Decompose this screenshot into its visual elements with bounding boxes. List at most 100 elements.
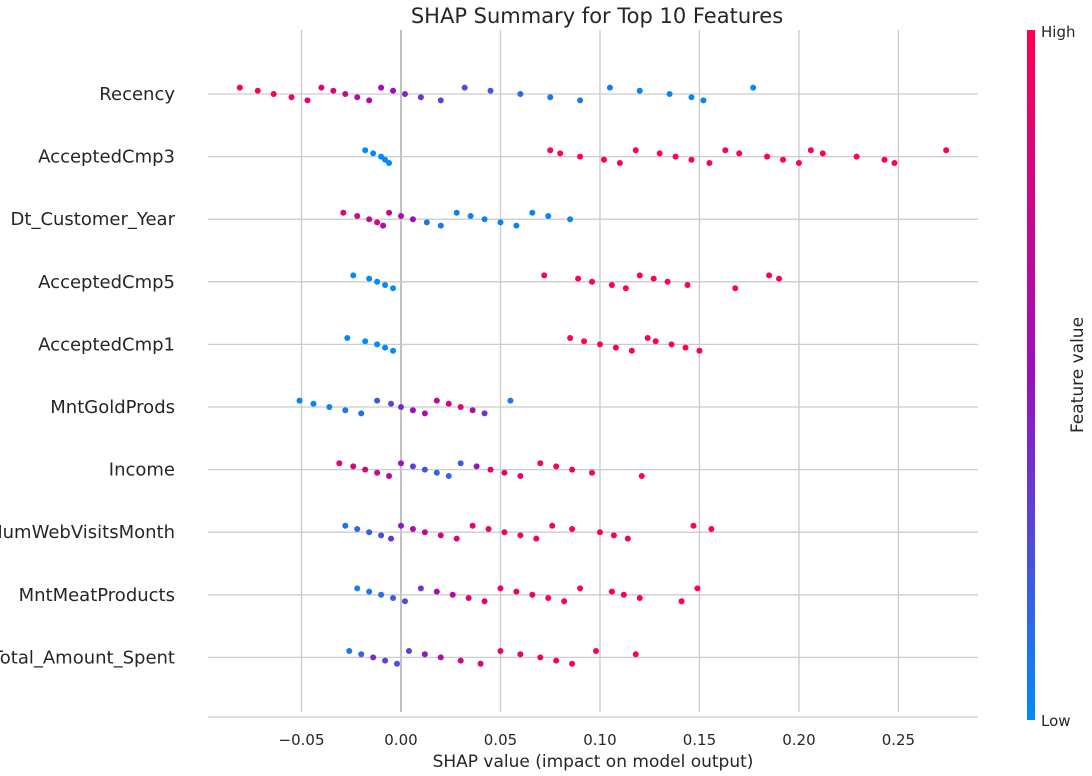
shap-point bbox=[547, 94, 554, 101]
shap-point bbox=[340, 209, 347, 216]
shap-point bbox=[342, 522, 349, 529]
x-gridlines bbox=[300, 30, 900, 712]
shap-point bbox=[881, 156, 888, 163]
shap-point bbox=[487, 87, 494, 94]
shap-point bbox=[401, 598, 408, 605]
shap-point bbox=[465, 595, 472, 601]
shap-point bbox=[397, 522, 404, 529]
shap-point bbox=[481, 216, 488, 223]
shap-point bbox=[606, 84, 613, 91]
shap-point bbox=[409, 216, 416, 223]
x-tick-labels: −0.05 0.00 0.05 0.10 0.15 0.20 0.25 bbox=[279, 731, 916, 749]
shap-point bbox=[288, 94, 295, 101]
shap-point bbox=[354, 585, 361, 592]
shap-point bbox=[397, 404, 404, 410]
shap-point bbox=[366, 97, 373, 104]
shap-point bbox=[477, 660, 484, 667]
feature-label: Income bbox=[109, 460, 175, 481]
shap-point bbox=[374, 469, 381, 476]
shap-point bbox=[569, 660, 576, 667]
shap-point bbox=[366, 588, 373, 595]
shap-point bbox=[547, 147, 554, 154]
shap-point bbox=[569, 466, 576, 473]
shap-point bbox=[513, 222, 520, 229]
shap-point bbox=[624, 535, 631, 542]
shap-point bbox=[853, 153, 860, 160]
shap-point bbox=[517, 532, 524, 539]
shap-point bbox=[517, 91, 524, 97]
feature-label: AcceptedCmp1 bbox=[38, 334, 175, 355]
shap-point bbox=[366, 216, 373, 223]
shap-point bbox=[469, 407, 476, 414]
feature-label: Total_Amount_Spent bbox=[0, 647, 175, 668]
shap-point bbox=[610, 532, 617, 539]
shap-point bbox=[652, 338, 659, 345]
shap-point bbox=[533, 535, 540, 542]
shap-point bbox=[622, 285, 629, 292]
shap-point bbox=[378, 84, 385, 91]
shap-point bbox=[397, 460, 404, 467]
shap-point bbox=[437, 222, 444, 229]
shap-point bbox=[421, 651, 428, 658]
shap-point bbox=[688, 94, 695, 101]
shap-point bbox=[390, 285, 397, 292]
shap-point bbox=[688, 156, 695, 163]
shap-point bbox=[401, 91, 408, 97]
shap-point bbox=[577, 153, 584, 160]
feature-label: AcceptedCmp5 bbox=[38, 272, 175, 293]
shap-point bbox=[388, 535, 395, 542]
shap-point bbox=[700, 97, 707, 104]
shap-point bbox=[696, 347, 703, 354]
shap-point bbox=[537, 654, 544, 661]
shap-point bbox=[350, 272, 357, 279]
shap-point bbox=[423, 219, 430, 226]
shap-point bbox=[354, 213, 361, 219]
shap-point bbox=[354, 94, 361, 101]
shap-point bbox=[386, 209, 393, 216]
shap-point bbox=[270, 91, 277, 97]
shap-point bbox=[358, 651, 365, 658]
shap-point bbox=[473, 463, 480, 470]
x-tick-label: −0.05 bbox=[279, 731, 325, 749]
shap-point bbox=[370, 150, 377, 157]
shap-point bbox=[449, 591, 456, 598]
shap-point bbox=[664, 278, 671, 285]
shap-point bbox=[417, 585, 424, 592]
shap-point bbox=[600, 156, 607, 163]
shap-point bbox=[421, 466, 428, 473]
shap-point bbox=[344, 335, 351, 341]
shap-point bbox=[620, 591, 627, 598]
shap-point bbox=[678, 598, 685, 605]
shap-point bbox=[310, 400, 317, 407]
feature-label: MntMeatProducts bbox=[19, 585, 175, 606]
x-tick-label: 0.25 bbox=[882, 731, 915, 749]
shap-point bbox=[764, 153, 771, 160]
shap-point bbox=[386, 473, 393, 479]
shap-point bbox=[545, 213, 552, 219]
shap-point bbox=[589, 278, 596, 285]
shap-point bbox=[453, 535, 460, 542]
shap-point bbox=[366, 529, 373, 536]
shap-point bbox=[706, 160, 713, 166]
shap-point bbox=[628, 347, 635, 354]
feature-label: NumWebVisitsMonth bbox=[0, 522, 175, 543]
feature-label: MntGoldProds bbox=[50, 397, 175, 418]
colorbar-low-label: Low bbox=[1041, 712, 1071, 730]
shap-point bbox=[390, 87, 397, 94]
chart-title: SHAP Summary for Top 10 Features bbox=[411, 4, 783, 28]
shap-point bbox=[445, 400, 452, 407]
shap-point bbox=[354, 526, 361, 532]
shap-point bbox=[567, 335, 574, 341]
shap-point bbox=[513, 588, 520, 595]
colorbar bbox=[1027, 30, 1035, 720]
shap-point bbox=[636, 87, 643, 94]
shap-point bbox=[891, 160, 898, 166]
shap-point bbox=[553, 657, 560, 664]
shap-point bbox=[507, 397, 514, 404]
shap-point bbox=[694, 585, 701, 592]
shap-point bbox=[409, 463, 416, 470]
shap-point bbox=[780, 156, 787, 163]
shap-point bbox=[577, 585, 584, 592]
shap-point bbox=[254, 87, 261, 94]
